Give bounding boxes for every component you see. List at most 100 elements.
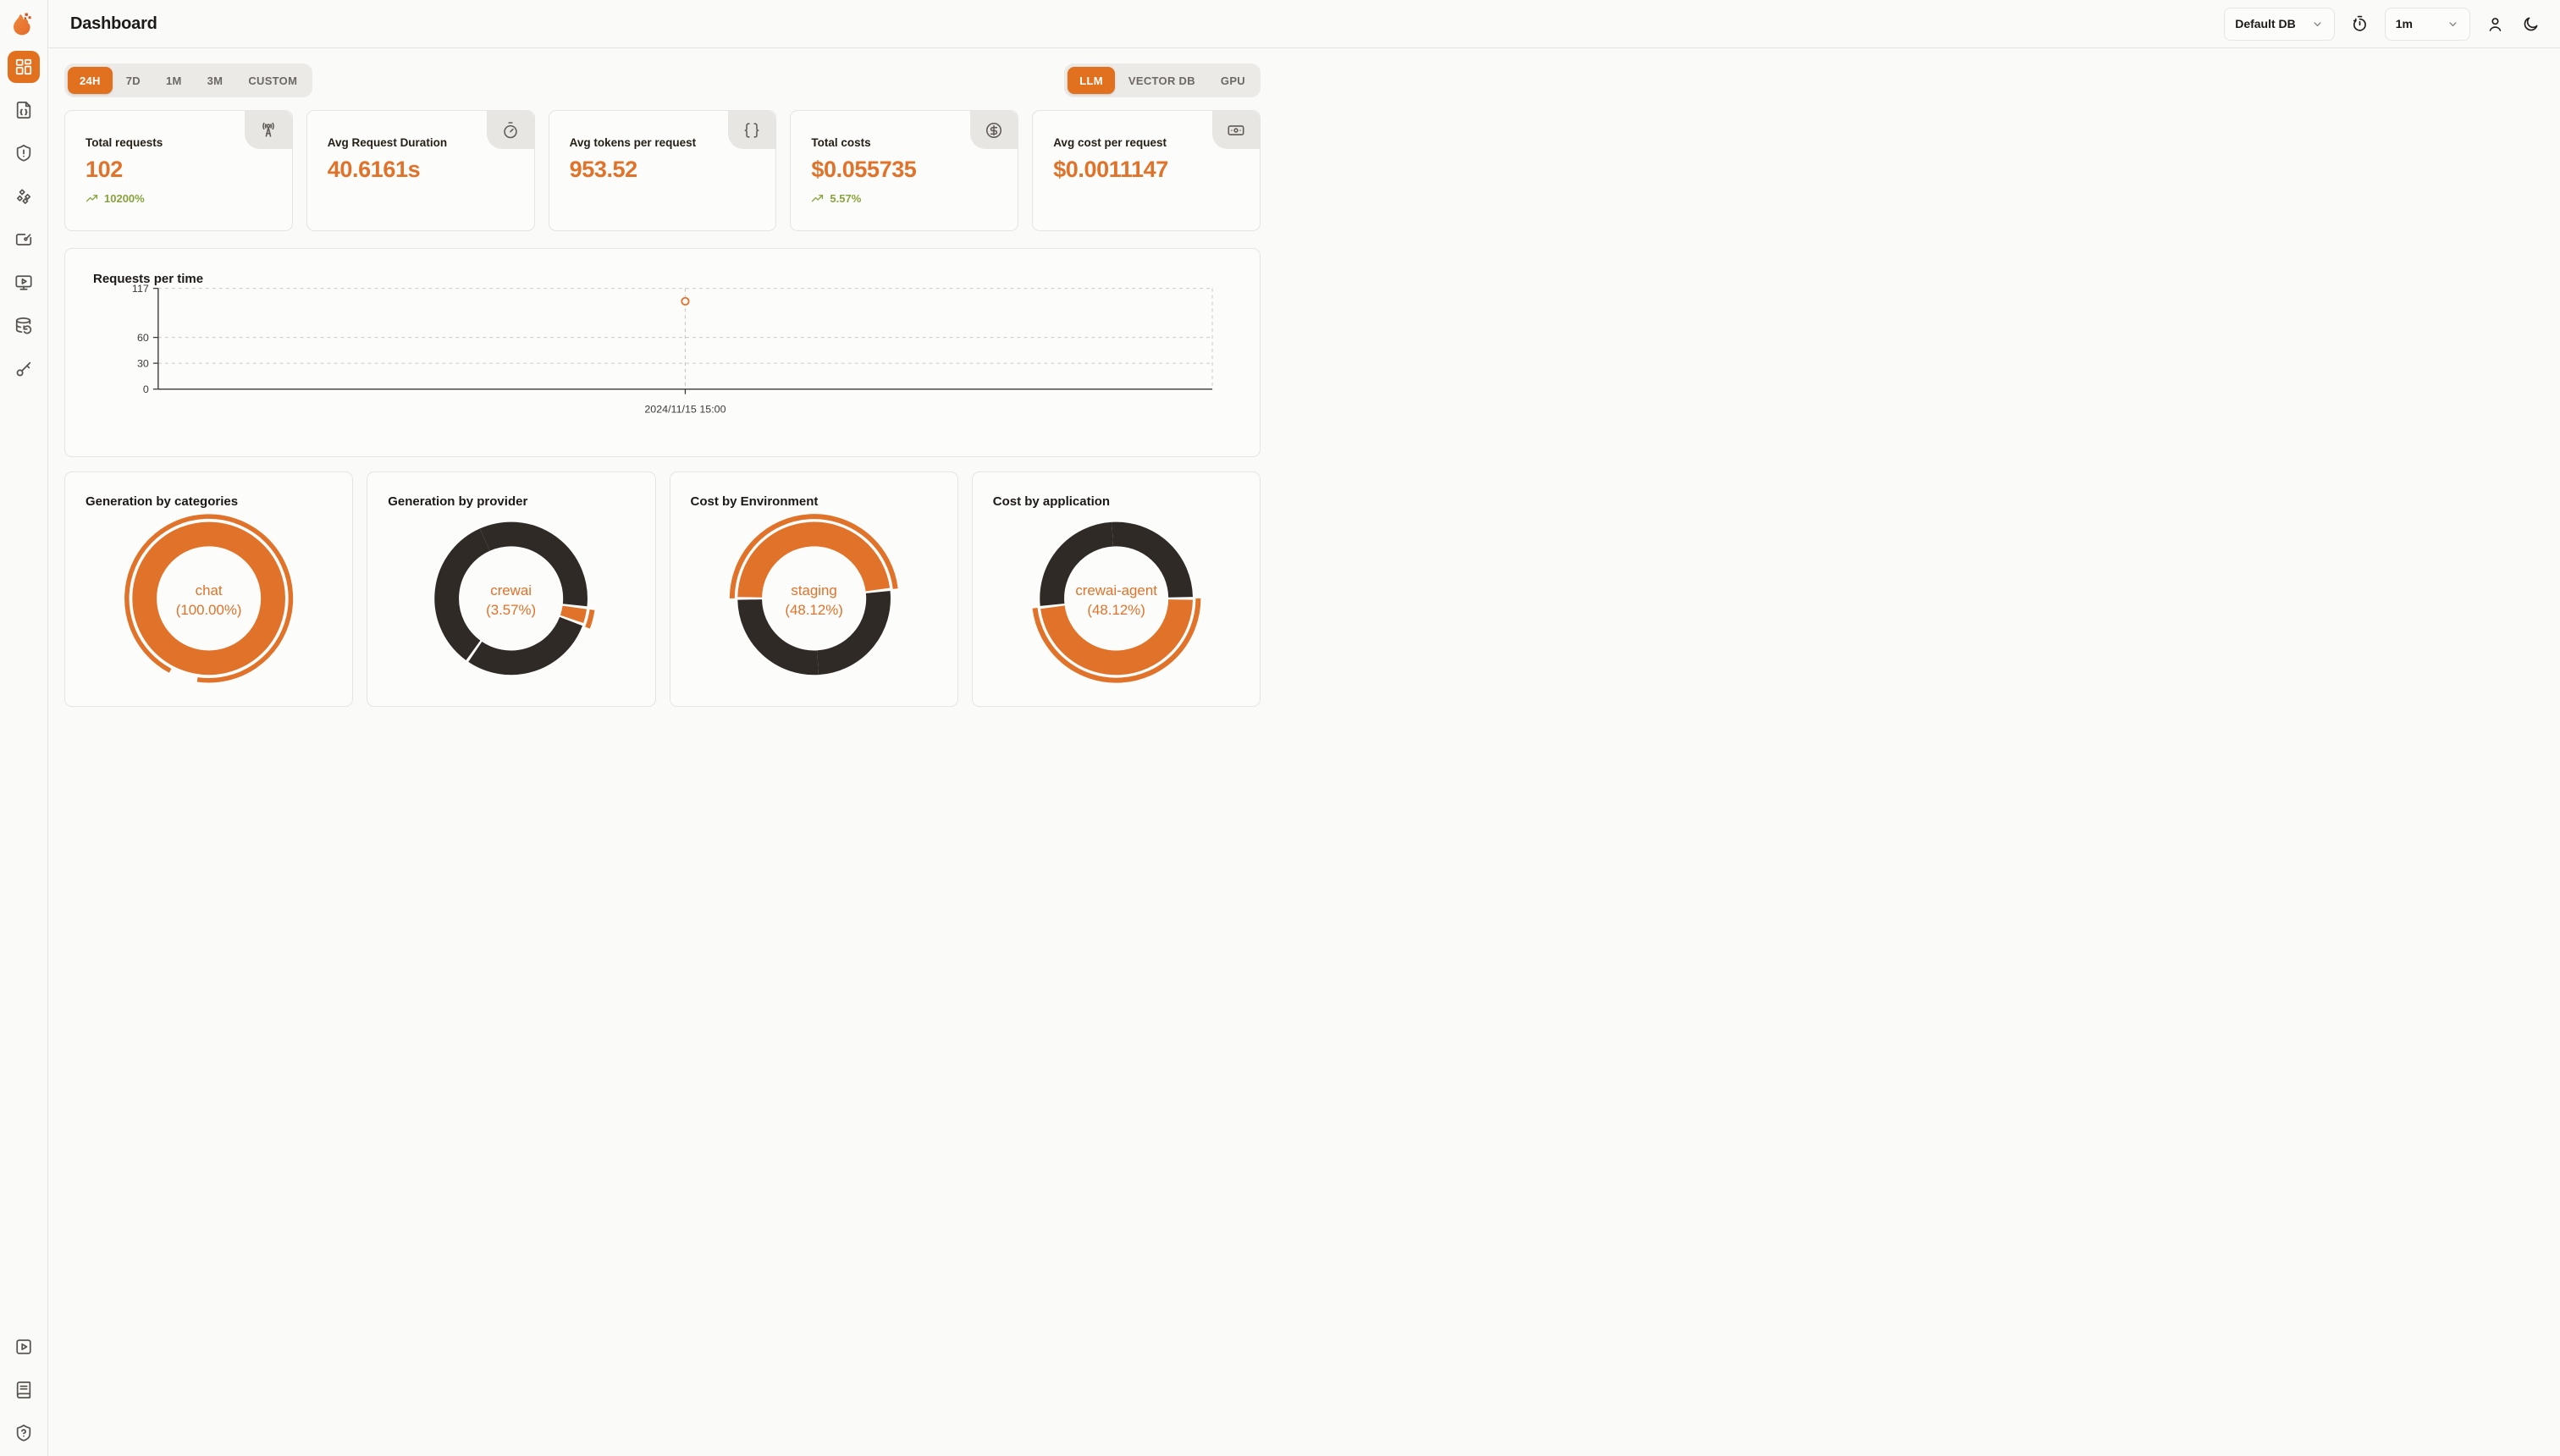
key-icon	[16, 361, 31, 377]
chart-title: Generation by provider	[388, 494, 528, 509]
database-backup-icon	[15, 317, 32, 334]
tab-1m[interactable]: 1M	[154, 67, 194, 94]
stat-trend-value: 5.57%	[830, 192, 862, 205]
sidebar-item-demo-video[interactable]	[8, 1331, 40, 1363]
layout-dashboard-icon	[15, 58, 32, 75]
tab-vector-db[interactable]: VECTOR DB	[1117, 67, 1207, 94]
donut-cards-row: Generation by categories chat (100.00%) G…	[64, 472, 1261, 707]
app-logo-flame-icon	[14, 13, 31, 36]
stat-label: Avg tokens per request	[569, 136, 697, 149]
stat-value: 102	[86, 157, 123, 182]
stat-value: $0.055735	[811, 157, 917, 182]
sidebar-item-requests[interactable]	[8, 94, 40, 126]
stat-value: 40.6161s	[327, 157, 421, 182]
diamonds-icon	[16, 189, 31, 204]
svg-text:(100.00%): (100.00%)	[176, 602, 242, 618]
filter-row: 24H 7D 1M 3M CUSTOM LLM VECTOR DB GPU	[64, 63, 1261, 97]
generation-by-provider-card: Generation by provider crewai (3.57%)	[367, 472, 656, 707]
chart-title: Generation by categories	[86, 494, 239, 509]
monitor-play-icon	[15, 275, 32, 290]
stat-trend-value: 10200%	[104, 192, 145, 205]
timer-icon	[486, 111, 534, 149]
refresh-interval-value: 1m	[2395, 17, 2413, 30]
page-title: Dashboard	[70, 14, 157, 33]
requests-per-time-card: Requests per time 0 30 60 117 2024/11/15 15:…	[64, 248, 1261, 457]
svg-text:2024/11/15 15:00: 2024/11/15 15:00	[644, 403, 726, 415]
stat-label: Total requests	[86, 136, 163, 149]
trending-up-icon	[812, 195, 824, 202]
banknote-icon	[1211, 111, 1260, 149]
header-controls: Default DB 1m	[2224, 7, 2541, 41]
cost-by-application-card: Cost by application crewai-agent (48.12%)	[971, 472, 1261, 707]
chevron-down-icon	[2447, 18, 2459, 30]
board-pen-icon	[15, 234, 32, 245]
stat-value: 953.52	[569, 157, 638, 182]
sidebar-item-exceptions[interactable]	[8, 137, 40, 169]
stat-trend: 5.57%	[811, 192, 1018, 205]
stat-trend: 10200%	[86, 192, 292, 205]
chart-title: Cost by Environment	[690, 494, 819, 509]
svg-text:crewai: crewai	[491, 582, 532, 598]
file-json-icon	[16, 101, 31, 119]
svg-text:117: 117	[132, 283, 149, 295]
sidebar-item-prompt-hub[interactable]	[8, 180, 40, 212]
sidebar	[0, 0, 48, 1456]
chart-title: Requests per time	[93, 272, 204, 286]
tab-llm[interactable]: LLM	[1068, 67, 1115, 94]
tab-gpu[interactable]: GPU	[1209, 67, 1257, 94]
sidebar-item-dashboard[interactable]	[8, 51, 40, 83]
stat-card-avg-tokens: Avg tokens per request 953.52	[548, 110, 777, 231]
source-tabs: LLM VECTOR DB GPU	[1064, 63, 1261, 97]
sidebar-item-evaluations[interactable]	[8, 223, 40, 256]
timer-reset-icon	[2353, 15, 2366, 31]
sidebar-item-playground[interactable]	[8, 267, 40, 299]
stat-cards-row: Total requests 102 10200% Avg Request Du…	[64, 110, 1261, 231]
user-profile-button[interactable]	[2485, 14, 2506, 35]
generation-by-provider-donut[interactable]: crewai (3.57%)	[367, 472, 654, 706]
cost-by-environment-card: Cost by Environment staging (48.12%)	[669, 472, 958, 707]
tab-custom[interactable]: CUSTOM	[236, 67, 309, 94]
tab-24h[interactable]: 24H	[68, 67, 113, 94]
sidebar-item-docs[interactable]	[8, 1374, 40, 1406]
book-icon	[16, 1381, 31, 1399]
svg-text:staging: staging	[791, 582, 836, 598]
dark-mode-toggle[interactable]	[2520, 14, 2541, 35]
stat-card-avg-duration: Avg Request Duration 40.6161s	[306, 110, 535, 231]
database-selector[interactable]: Default DB	[2224, 7, 2335, 41]
chart-title: Cost by application	[992, 494, 1111, 509]
sidebar-bottom-nav	[8, 1331, 40, 1449]
cost-by-application-donut[interactable]: crewai-agent (48.12%)	[973, 472, 1260, 706]
svg-text:crewai-agent: crewai-agent	[1075, 582, 1157, 598]
time-range-tabs: 24H 7D 1M 3M CUSTOM	[64, 63, 313, 97]
svg-text:(48.12%): (48.12%)	[1087, 602, 1145, 618]
stat-value: $0.0011147	[1053, 157, 1168, 182]
chevron-down-icon	[2311, 18, 2324, 30]
requests-per-time-chart[interactable]: 0 30 60 117 2024/11/15 15:00	[65, 249, 1260, 456]
svg-text:0: 0	[143, 383, 149, 395]
generation-by-categories-card: Generation by categories chat (100.00%)	[64, 472, 354, 707]
circle-dollar-icon	[970, 111, 1018, 149]
braces-icon	[728, 111, 776, 149]
sidebar-item-support[interactable]	[8, 1417, 40, 1449]
cost-by-environment-donut[interactable]: staging (48.12%)	[670, 472, 957, 706]
database-selector-value: Default DB	[2235, 17, 2296, 30]
svg-text:(48.12%): (48.12%)	[785, 602, 842, 618]
tab-7d[interactable]: 7D	[114, 67, 152, 94]
sidebar-item-api-keys[interactable]	[8, 353, 40, 385]
tab-3m[interactable]: 3M	[196, 67, 235, 94]
stat-label: Total costs	[811, 136, 871, 149]
svg-text:chat: chat	[196, 582, 223, 598]
shield-question-icon	[16, 1424, 31, 1442]
refresh-timer-button[interactable]	[2349, 14, 2370, 35]
sidebar-nav	[8, 51, 40, 385]
sidebar-item-databases[interactable]	[8, 310, 40, 342]
moon-icon	[2524, 16, 2538, 30]
antenna-icon	[244, 111, 292, 149]
square-play-icon	[16, 1339, 31, 1354]
trending-up-icon	[86, 195, 98, 202]
svg-text:60: 60	[137, 332, 149, 344]
main-content: 24H 7D 1M 3M CUSTOM LLM VECTOR DB GPU To…	[48, 0, 1280, 707]
refresh-interval-selector[interactable]: 1m	[2384, 7, 2470, 41]
stat-card-total-costs: Total costs $0.055735 5.57%	[790, 110, 1019, 231]
generation-by-categories-donut[interactable]: chat (100.00%)	[65, 472, 352, 706]
